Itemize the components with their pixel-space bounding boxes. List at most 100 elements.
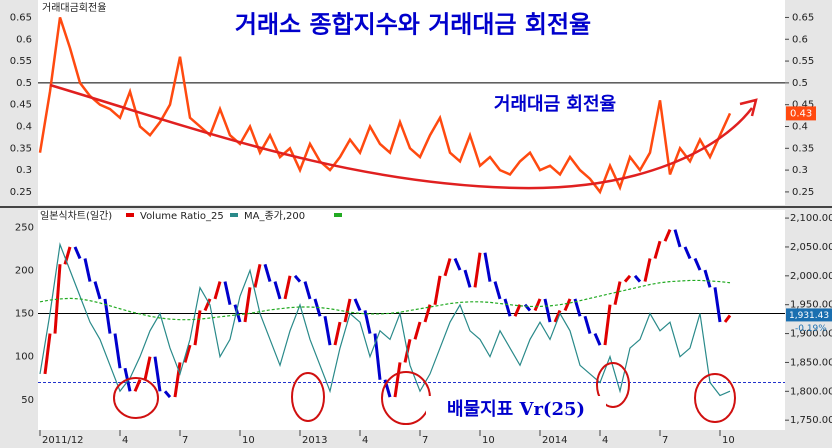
candle [363,310,372,334]
candle [93,281,102,300]
candle [623,274,632,283]
y-tick-label: 0.65 [10,12,32,23]
candle [583,315,592,334]
candle [113,333,122,369]
legend-label: 일본식차트(일간) [40,210,112,222]
candle [253,263,262,288]
candle [213,281,222,300]
candle [683,246,692,260]
turnover-line [38,17,732,195]
last-value-box [786,106,816,121]
y2-tick-label: 2,050.00 [790,242,832,253]
y2-tick-label: 2,000.00 [790,271,832,282]
y2-tick-label: 1,850.00 [790,357,832,368]
candle [413,321,422,340]
annotation-box [426,396,606,424]
x-tick-label: 10 [482,435,495,446]
x-tick-label: 7 [182,435,188,446]
y-tick-label: 0.6 [16,34,32,45]
chart-title: 거래소 종합지수와 거래대금 회전율 [235,10,591,39]
candle [423,304,432,323]
last-value-label: 0.43 [790,108,812,119]
legend-swatch [334,213,342,217]
candle [323,315,332,346]
candle [233,304,242,323]
y-tick-label: 0.4 [16,121,32,132]
candle [433,275,442,305]
candle [283,275,292,300]
arrow-head [739,98,758,117]
candle [613,281,622,306]
panel-label: 거래대금회전율 [42,2,106,14]
candle [293,274,302,283]
candle [463,269,472,288]
candle [303,281,312,300]
candle [543,298,552,323]
series-line [39,279,731,321]
candle [143,356,152,381]
y-tick-label: 0.55 [10,56,32,67]
candle [243,287,252,323]
annotation: 배물지표 Vr(25) [447,399,585,420]
candle [703,269,712,288]
last-change-label: -0.19% [795,324,827,334]
y2-tick-label: 0.45 [792,100,814,111]
candle [503,298,512,317]
circle [291,372,325,422]
candle [263,263,272,283]
candle [343,298,352,323]
y2-tick-label: 1,900.00 [790,329,832,340]
candle [443,258,452,277]
y-tick-label: 150 [15,309,34,320]
candle [63,246,72,265]
candle [153,356,162,392]
annotation: 거래대금 회전율 [494,94,616,115]
y2-tick-label: 0.5 [792,78,808,89]
y-tick-label: 0.35 [10,143,32,154]
candle [453,257,462,271]
candle [593,332,602,346]
y-tick-label: 0.5 [16,78,32,89]
candle [563,298,572,312]
candle [473,252,482,288]
marks: 0.25 0.25 0.3 0.3 0.35 0.35 0.4 0.4 0.45 0.45 0.5 0… [10,12,832,446]
candle [533,298,542,312]
title-box [188,8,638,42]
y-tick-label: 0.25 [10,187,32,198]
candle [663,229,672,242]
x-tick-label: 7 [662,435,668,446]
circle [113,377,159,419]
x-tick-label: 10 [722,435,735,446]
legend-label: Volume Ratio_25 [140,211,224,222]
legend-swatch [230,213,238,217]
candle [653,240,662,259]
x-tick-label: 7 [422,435,428,446]
candle [333,321,342,346]
candle [513,304,522,317]
candle [603,304,612,346]
candle [553,309,562,323]
y-tick-label: 0.3 [16,165,32,176]
y2-tick-label: 1,750.00 [790,415,832,426]
x-tick-label: 4 [602,435,608,446]
y-tick-label: 100 [15,352,34,363]
circle [596,362,630,408]
y2-tick-label: 0.3 [792,165,808,176]
x-tick-label: 2013 [302,435,327,446]
candle [173,362,182,398]
y2-tick-label: 0.25 [792,187,814,198]
y2-tick-label: 1,950.00 [790,300,832,311]
y2-tick-label: 0.55 [792,56,814,67]
candle [493,281,502,300]
candle [83,258,92,282]
candle [673,229,682,248]
y2-tick-label: 0.6 [792,34,808,45]
candle [393,362,402,398]
x-tick-label: 10 [242,435,255,446]
legend-label: MA_종가,200 [244,210,305,222]
candle [693,257,702,271]
x-tick-label: 4 [362,435,368,446]
y2-tick-label: 0.4 [792,121,808,132]
last-value-label: 1,931.43 [789,311,829,321]
y-tick-label: 200 [15,265,34,276]
